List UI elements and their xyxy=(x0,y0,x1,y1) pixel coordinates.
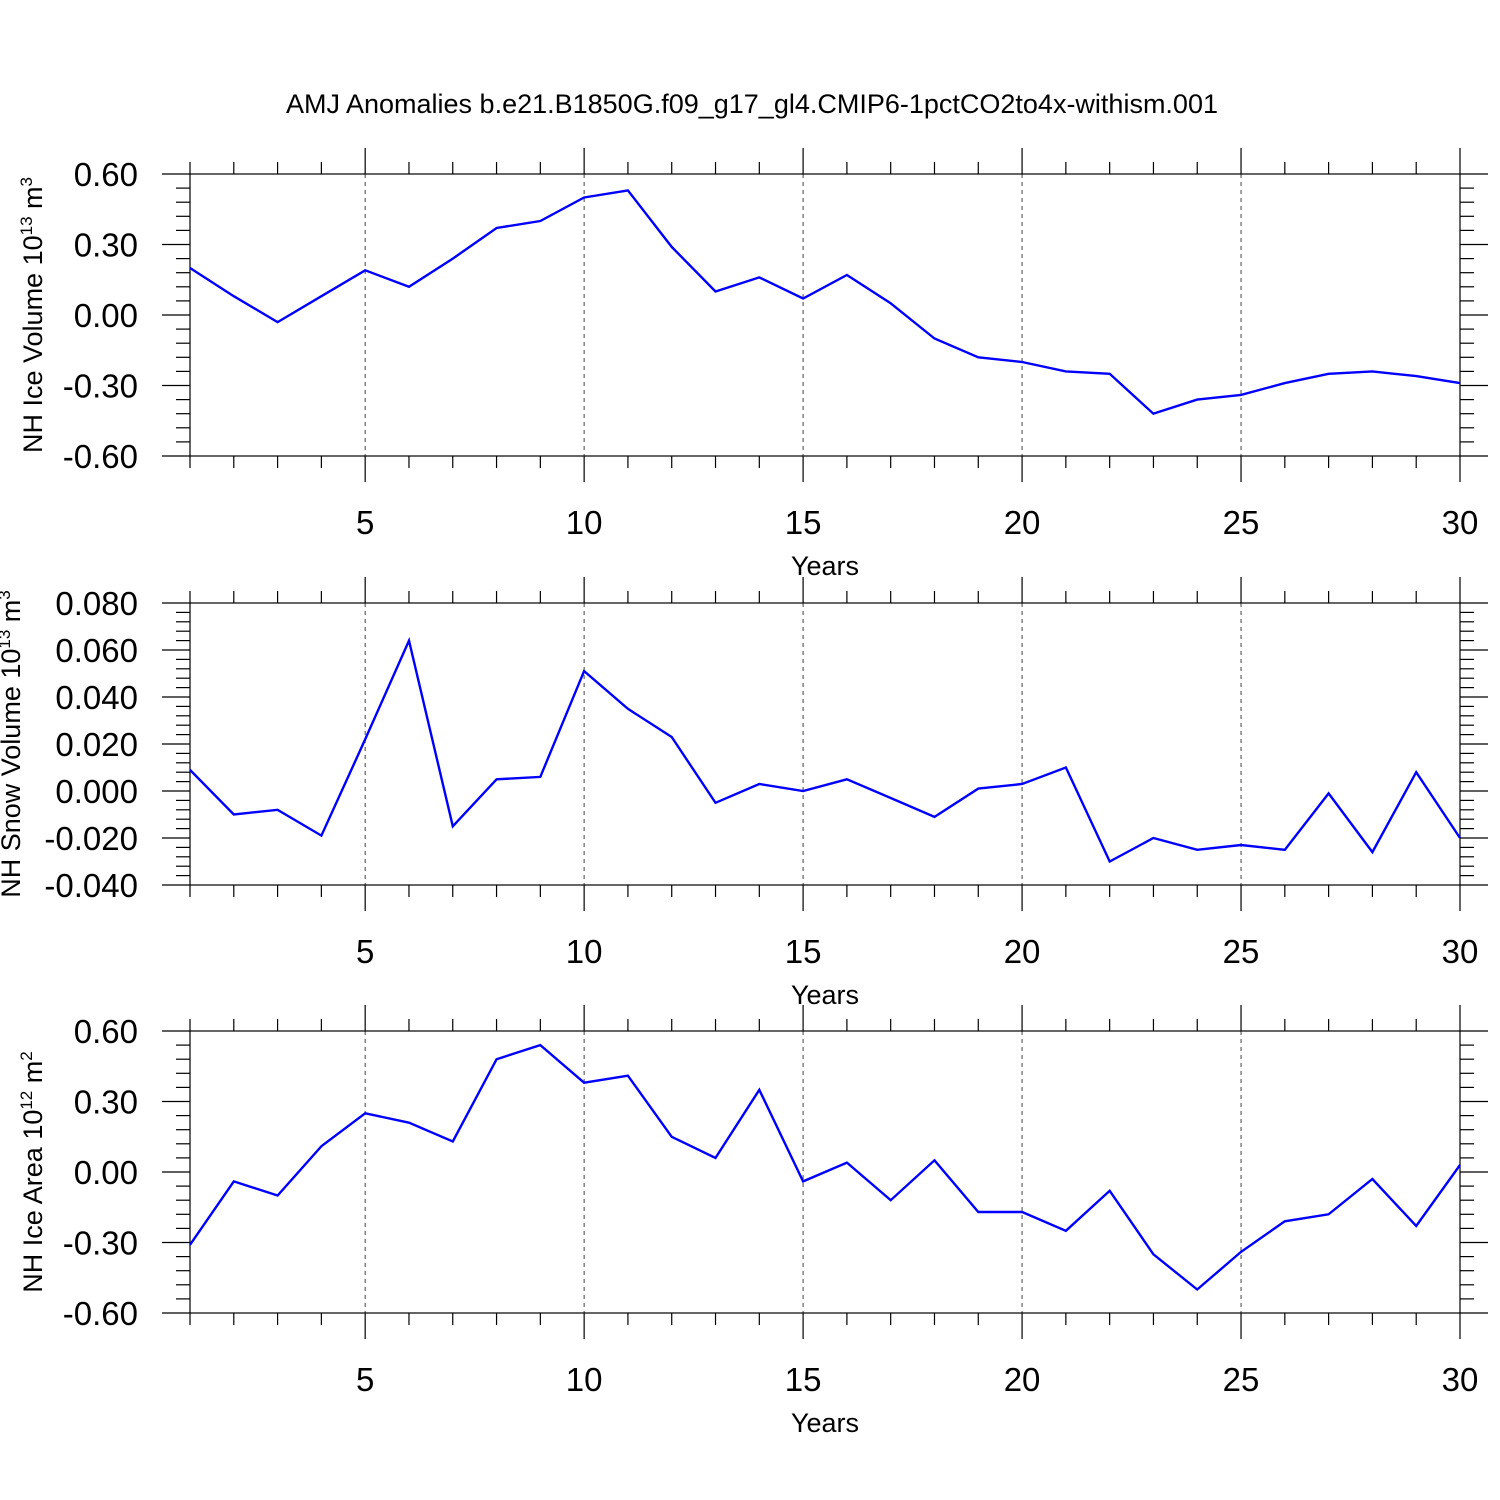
y-axis-label-superscript: 13 xyxy=(0,630,14,649)
plot-frame xyxy=(189,173,1461,457)
x-tick-label: 20 xyxy=(1004,1361,1041,1398)
y-axis-label-text: m xyxy=(18,1061,48,1091)
y-tick-label: -0.040 xyxy=(44,867,138,904)
y-axis-label-text: NH Ice Area 10 xyxy=(18,1110,48,1293)
x-tick-label: 30 xyxy=(1442,1361,1479,1398)
y-tick-label: 0.000 xyxy=(55,773,138,810)
y-axis-label-text: m xyxy=(18,186,48,216)
y-axis-label-superscript: 2 xyxy=(17,1051,36,1060)
x-tick-label: 10 xyxy=(566,933,603,970)
x-tick-label: 10 xyxy=(566,504,603,541)
y-tick-label: 0.080 xyxy=(55,585,138,622)
x-tick-label: 15 xyxy=(785,933,822,970)
x-tick-label: 5 xyxy=(356,504,374,541)
series-line xyxy=(189,1043,1461,1292)
y-tick-label: 0.60 xyxy=(74,1013,138,1050)
chart-panel-3: 5 10 15 20 25 30 -0.60 -0.30 0.00 0.30 0.60 Years NH… xyxy=(17,1005,1488,1438)
y-tick-label: -0.020 xyxy=(44,820,138,857)
y-axis-label-text: NH Ice Volume 10 xyxy=(18,235,48,453)
y-tick-label: 0.020 xyxy=(55,726,138,763)
x-tick-label: 5 xyxy=(356,933,374,970)
y-tick-label: -0.30 xyxy=(63,1225,138,1262)
y-axis-label: NH Ice Volume 1013 m3 xyxy=(17,177,48,453)
y-tick-label: 0.040 xyxy=(55,679,138,716)
series-line xyxy=(189,189,1461,416)
x-tick-label: 20 xyxy=(1004,933,1041,970)
plot-frame xyxy=(189,602,1461,886)
y-tick-label: -0.60 xyxy=(63,1295,138,1332)
x-tick-label: 25 xyxy=(1223,1361,1260,1398)
y-tick-label: -0.30 xyxy=(63,368,138,405)
x-axis-label: Years xyxy=(791,551,859,581)
x-tick-label: 15 xyxy=(785,504,822,541)
y-axis-label-text: NH Snow Volume 10 xyxy=(0,649,26,898)
x-axis-label: Years xyxy=(791,1408,859,1438)
y-axis-label-superscript: 3 xyxy=(17,177,36,186)
x-tick-label: 30 xyxy=(1442,933,1479,970)
y-tick-label: 0.060 xyxy=(55,632,138,669)
chart-panel-1: 5 10 15 20 25 30 -0.60 -0.30 0.00 0.30 0.60 Years NH… xyxy=(17,148,1488,581)
y-axis-label: NH Ice Area 1012 m2 xyxy=(17,1051,48,1292)
y-axis-label-superscript: 12 xyxy=(17,1091,36,1110)
panels: 5 10 15 20 25 30-0.60-0.300.000.300.60YearsNH… xyxy=(0,148,1488,1438)
y-tick-label: 0.00 xyxy=(74,297,138,334)
y-tick-label: 0.30 xyxy=(74,227,138,264)
x-tick-label: 15 xyxy=(785,1361,822,1398)
x-tick-label: 25 xyxy=(1223,933,1260,970)
x-tick-label: 25 xyxy=(1223,504,1260,541)
chart-panel-2: 5 10 15 20 25 30 -0.040 -0.020 0.000 0.020 0.040 0.… xyxy=(0,577,1488,1010)
x-tick-label: 20 xyxy=(1004,504,1041,541)
x-axis-label: Years xyxy=(791,980,859,1010)
x-tick-label: 5 xyxy=(356,1361,374,1398)
y-tick-label: -0.60 xyxy=(63,438,138,475)
y-axis-label-text: m xyxy=(0,600,26,630)
figure-title: AMJ Anomalies b.e21.B1850G.f09_g17_gl4.C… xyxy=(286,89,1218,119)
x-tick-label: 10 xyxy=(566,1361,603,1398)
series-line xyxy=(189,636,1461,864)
x-tick-label: 30 xyxy=(1442,504,1479,541)
y-tick-label: 0.30 xyxy=(74,1084,138,1121)
y-axis-label-superscript: 13 xyxy=(17,216,36,235)
y-tick-label: 0.60 xyxy=(74,156,138,193)
y-axis-label: NH Snow Volume 1013 m3 xyxy=(0,590,26,898)
y-tick-label: 0.00 xyxy=(74,1154,138,1191)
y-axis-label-superscript: 3 xyxy=(0,590,14,599)
